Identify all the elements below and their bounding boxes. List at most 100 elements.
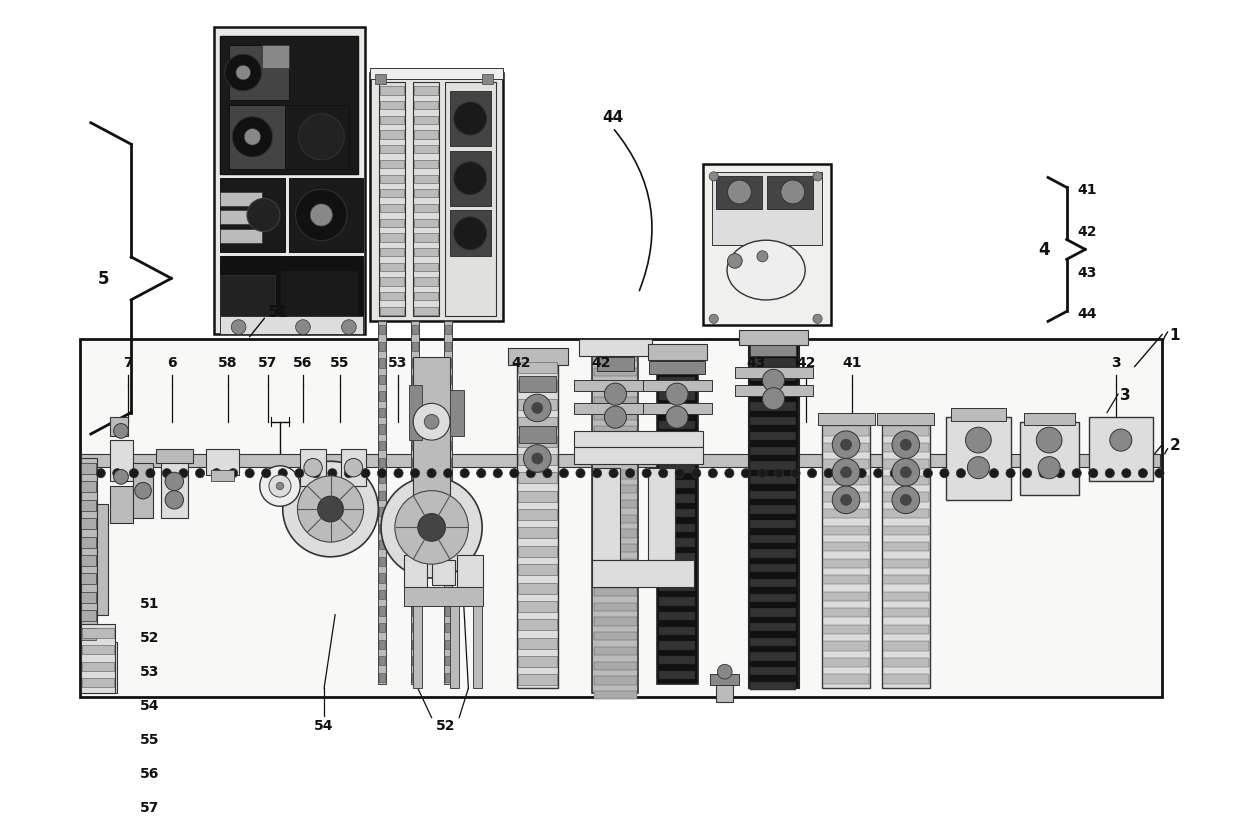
- Bar: [82, 482, 97, 493]
- Circle shape: [666, 406, 688, 429]
- Bar: [413, 656, 418, 665]
- Bar: [413, 524, 418, 533]
- Bar: [229, 46, 289, 101]
- Bar: [445, 557, 451, 566]
- Bar: [594, 647, 636, 655]
- Bar: [883, 592, 929, 601]
- Circle shape: [454, 217, 487, 251]
- Bar: [574, 431, 703, 448]
- Bar: [213, 28, 366, 335]
- Bar: [381, 234, 404, 242]
- Bar: [378, 321, 386, 684]
- Bar: [711, 675, 739, 686]
- Bar: [594, 412, 636, 421]
- Circle shape: [724, 469, 734, 478]
- Bar: [379, 392, 384, 401]
- Bar: [413, 409, 418, 418]
- Circle shape: [345, 459, 362, 477]
- Bar: [413, 557, 418, 566]
- Bar: [750, 564, 796, 573]
- Circle shape: [593, 469, 601, 478]
- Circle shape: [394, 491, 469, 564]
- Bar: [750, 403, 796, 411]
- Bar: [445, 623, 451, 632]
- Bar: [445, 425, 451, 434]
- Circle shape: [1122, 469, 1131, 478]
- Bar: [750, 609, 796, 617]
- Text: 41: 41: [1078, 183, 1097, 197]
- Bar: [658, 553, 696, 562]
- Text: 2: 2: [1169, 438, 1180, 452]
- Bar: [381, 308, 404, 316]
- Bar: [404, 588, 484, 606]
- Bar: [450, 606, 459, 688]
- Circle shape: [841, 469, 849, 478]
- Bar: [445, 343, 451, 352]
- Bar: [221, 229, 262, 243]
- Bar: [658, 538, 696, 547]
- Bar: [445, 640, 451, 649]
- Bar: [82, 645, 114, 655]
- Circle shape: [956, 469, 966, 478]
- Bar: [381, 190, 404, 198]
- Text: 1: 1: [1169, 328, 1180, 343]
- Bar: [735, 367, 813, 378]
- Circle shape: [543, 469, 552, 478]
- Circle shape: [299, 115, 345, 161]
- Bar: [750, 682, 796, 691]
- Bar: [379, 343, 384, 352]
- Circle shape: [1154, 469, 1164, 478]
- Bar: [658, 509, 696, 517]
- Circle shape: [763, 370, 785, 392]
- Circle shape: [295, 469, 304, 478]
- Bar: [379, 83, 405, 317]
- Bar: [413, 375, 418, 385]
- Bar: [574, 404, 657, 415]
- Bar: [379, 640, 384, 649]
- Bar: [658, 451, 696, 459]
- Circle shape: [410, 469, 419, 478]
- Circle shape: [259, 466, 300, 507]
- Bar: [750, 521, 796, 528]
- Circle shape: [666, 384, 688, 405]
- Circle shape: [304, 459, 322, 477]
- Text: 54: 54: [139, 698, 159, 712]
- Circle shape: [165, 491, 184, 509]
- Bar: [703, 166, 831, 326]
- Bar: [445, 541, 451, 550]
- Circle shape: [709, 315, 718, 324]
- Circle shape: [381, 477, 482, 579]
- Circle shape: [1105, 469, 1115, 478]
- Bar: [650, 362, 704, 375]
- Circle shape: [890, 469, 899, 478]
- Text: 43: 43: [1078, 266, 1097, 279]
- Bar: [221, 37, 358, 175]
- Circle shape: [1089, 469, 1097, 478]
- Bar: [445, 573, 451, 583]
- Bar: [450, 390, 464, 436]
- Text: 5: 5: [98, 270, 109, 288]
- Bar: [414, 219, 438, 227]
- Bar: [658, 392, 696, 400]
- Text: 55: 55: [139, 732, 159, 746]
- Circle shape: [857, 469, 867, 478]
- Circle shape: [775, 469, 784, 478]
- Bar: [413, 458, 418, 467]
- Bar: [750, 535, 796, 543]
- Bar: [445, 392, 451, 401]
- Bar: [594, 515, 636, 523]
- Circle shape: [135, 483, 151, 499]
- Circle shape: [283, 461, 378, 557]
- Bar: [379, 656, 384, 665]
- Bar: [379, 475, 384, 484]
- Circle shape: [494, 469, 502, 478]
- Ellipse shape: [727, 241, 805, 301]
- Circle shape: [345, 469, 353, 478]
- Circle shape: [454, 103, 487, 135]
- Circle shape: [361, 469, 370, 478]
- Bar: [518, 546, 557, 557]
- Bar: [472, 606, 482, 688]
- Bar: [414, 116, 438, 125]
- Bar: [883, 443, 929, 452]
- Bar: [381, 249, 404, 257]
